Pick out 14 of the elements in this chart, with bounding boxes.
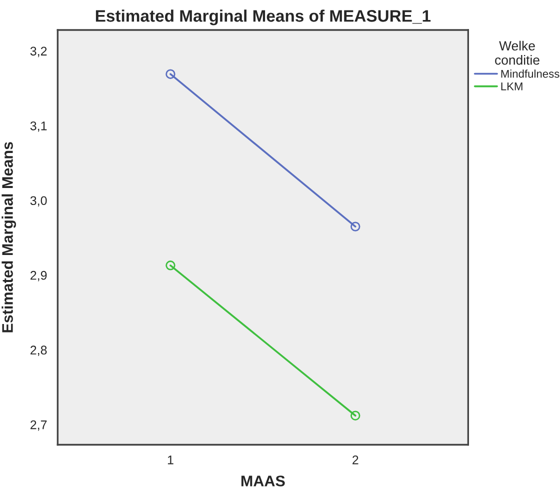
x-tick-label: 2 <box>352 456 358 464</box>
x-axis-title: MAAS <box>241 476 285 486</box>
y-tick-label: 2,9 <box>30 270 47 282</box>
x-tick-label: 1 <box>168 456 174 464</box>
legend-label: LKM <box>501 82 522 90</box>
y-tick-label: 3,2 <box>30 46 47 58</box>
y-axis-title: Estimated Marginal Means <box>2 142 16 332</box>
y-tick-label: 2,8 <box>30 346 47 356</box>
legend-label: Mindfulness <box>501 70 560 78</box>
y-tick-label: 3,1 <box>30 121 47 132</box>
legend-title: Welke conditie <box>495 40 540 65</box>
y-tick-label: 2,7 <box>30 420 47 431</box>
y-tick-label: 3,0 <box>30 196 47 207</box>
chart-title: Estimated Marginal Means of MEASURE_1 <box>96 10 431 26</box>
